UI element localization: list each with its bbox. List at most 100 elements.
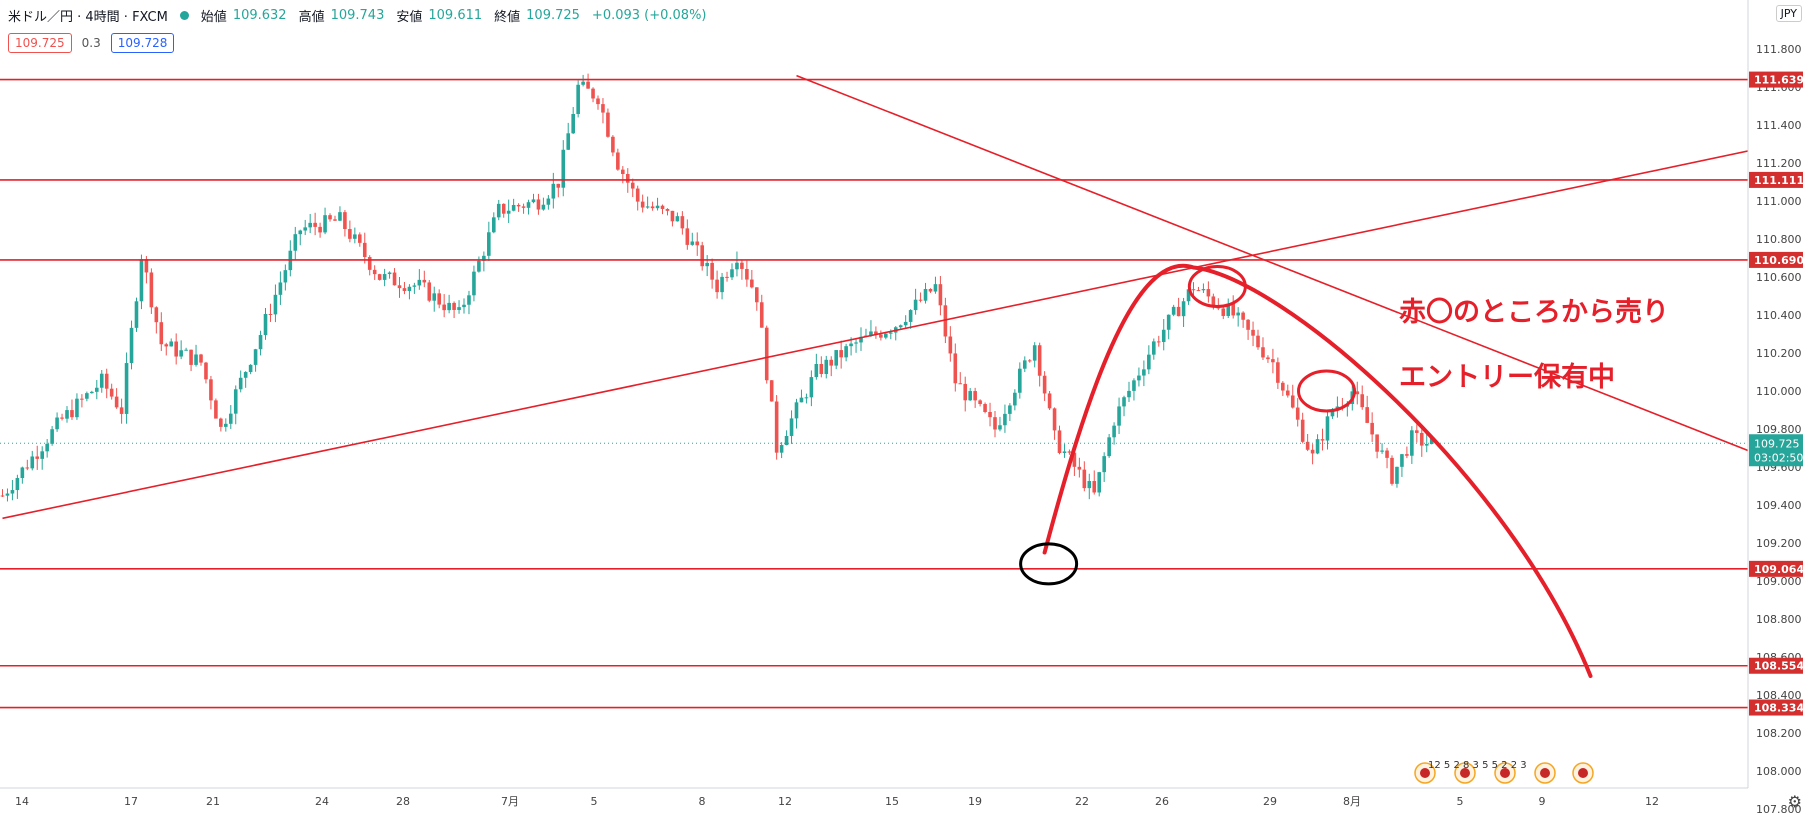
candle-body — [1305, 441, 1310, 450]
candle-body — [993, 417, 997, 430]
candle-body — [884, 333, 888, 338]
x-tick-label: 21 — [206, 795, 220, 808]
candle-body — [1315, 439, 1320, 454]
symbol-title[interactable]: 米ドル／円 · 4時間 · FXCM — [8, 10, 168, 25]
candle-body — [774, 401, 779, 453]
candle-body — [670, 210, 675, 222]
candle-body — [219, 418, 223, 427]
candle-body — [958, 383, 963, 385]
candle-body — [318, 226, 322, 233]
candle-body — [472, 271, 476, 296]
candle-body — [65, 410, 69, 419]
candle-body — [645, 206, 650, 208]
candle-body — [487, 232, 491, 256]
last-price-label: 109.725 — [1754, 437, 1800, 450]
candle-body — [1429, 438, 1434, 445]
candle-body — [94, 387, 99, 392]
candle-body — [903, 321, 908, 326]
candle-body — [1102, 456, 1106, 473]
candle-body — [164, 344, 169, 347]
candle-body — [511, 204, 516, 211]
candle-body — [660, 205, 665, 209]
candle-body — [1246, 319, 1250, 330]
hand-drawings — [1019, 263, 1593, 678]
candle-body — [616, 152, 620, 170]
price-tag — [1749, 171, 1803, 188]
candle-body — [854, 342, 858, 344]
candle-body — [1385, 450, 1389, 458]
candle-body — [119, 407, 124, 414]
candle-body — [10, 490, 15, 494]
spread-value: 0.3 — [81, 36, 101, 50]
open-value: 109.632 — [232, 8, 287, 23]
candle-body — [313, 222, 317, 227]
candle-body — [248, 364, 253, 373]
candle-body — [551, 183, 556, 199]
sell-button[interactable]: 109.725 — [8, 33, 72, 53]
candle-body — [1122, 397, 1126, 407]
price-tag — [1749, 560, 1803, 577]
candle-body — [1152, 341, 1156, 355]
candle-body — [650, 206, 655, 209]
countdown-label: 03:02:50 — [1754, 451, 1803, 464]
candle-body — [477, 260, 481, 272]
price-tag — [1749, 699, 1803, 716]
candle-body — [199, 354, 203, 363]
candle-body — [462, 304, 466, 308]
candle-body — [1077, 466, 1082, 470]
buy-button[interactable]: 109.728 — [110, 33, 175, 53]
candle-body — [725, 276, 729, 278]
currency-selector[interactable]: JPY — [1775, 5, 1802, 22]
candle-body — [814, 363, 819, 378]
candle-body — [50, 429, 54, 444]
candle-body — [1261, 347, 1265, 358]
candle-body — [1127, 390, 1131, 398]
candle-body — [983, 404, 987, 412]
candle-body — [998, 425, 1002, 430]
close-label: 終値 — [494, 10, 521, 25]
candle-body — [908, 310, 913, 322]
open-label: 始値 — [200, 10, 227, 25]
y-tick-label: 111.400 — [1756, 119, 1802, 132]
candle-body — [1211, 296, 1216, 306]
candle-body — [293, 234, 298, 251]
candle-body — [353, 234, 357, 239]
candle-body — [541, 204, 546, 210]
y-tick-label: 108.800 — [1756, 613, 1802, 626]
y-tick-label: 110.800 — [1756, 233, 1802, 246]
candle-body — [874, 331, 878, 335]
candle-body — [1186, 289, 1191, 302]
candle-body — [1018, 368, 1022, 393]
candle-body — [144, 259, 149, 273]
price-tag-label: 108.334 — [1754, 702, 1804, 715]
candle-body — [194, 354, 198, 365]
y-tick-label: 110.000 — [1756, 385, 1802, 398]
price-tag — [1749, 251, 1803, 268]
candle-body — [1405, 454, 1409, 456]
candle-body — [1181, 301, 1186, 317]
candle-body — [273, 294, 278, 315]
high-value: 109.743 — [330, 8, 385, 23]
candle-body — [606, 112, 610, 137]
candle-body — [362, 242, 367, 258]
x-tick-label: 9 — [1539, 795, 1546, 808]
candle-body — [665, 208, 670, 211]
candle-body — [1037, 345, 1042, 376]
x-tick-label: 22 — [1075, 795, 1089, 808]
candle-body — [988, 411, 992, 418]
candle-body — [387, 272, 392, 275]
candle-body — [437, 293, 441, 305]
candle-body — [238, 377, 243, 390]
candle-body — [407, 286, 412, 291]
candle-body — [278, 282, 283, 295]
candle-body — [457, 307, 461, 310]
candle-body — [675, 216, 680, 222]
candle-body — [973, 391, 977, 401]
candle-body — [1400, 454, 1404, 467]
candle-body — [1424, 444, 1429, 446]
candle-body — [1360, 394, 1365, 408]
candle-body — [898, 325, 903, 328]
gear-icon[interactable]: ⚙ — [1787, 792, 1802, 811]
high-label: 高値 — [298, 10, 325, 25]
